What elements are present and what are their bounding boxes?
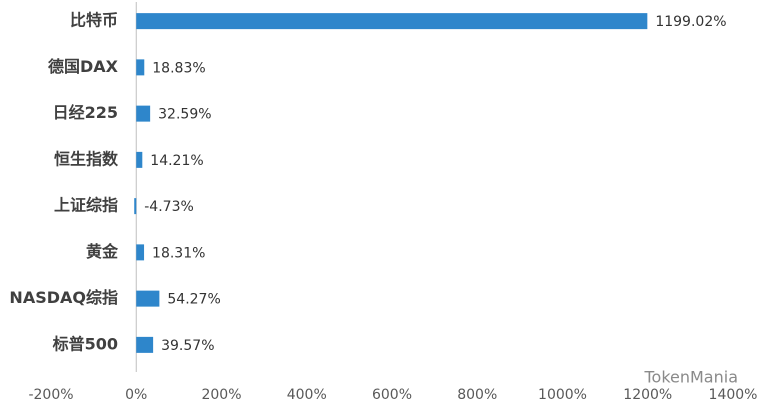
- bar: [136, 151, 143, 168]
- category-label: 日经225: [53, 103, 118, 122]
- x-tick-label: 1200%: [623, 387, 672, 403]
- x-tick-label: 0%: [125, 387, 147, 403]
- bar: [136, 105, 151, 122]
- bar: [136, 244, 145, 261]
- value-label: 54.27%: [167, 292, 220, 308]
- watermark: TokenMania: [643, 368, 738, 387]
- value-label: 39.57%: [161, 338, 214, 354]
- value-label: 18.31%: [152, 245, 205, 261]
- category-label: NASDAQ综指: [9, 288, 118, 307]
- category-label: 标普500: [52, 334, 118, 353]
- x-tick-label: 600%: [372, 387, 412, 403]
- category-label: 德国DAX: [48, 57, 119, 76]
- category-label: 恒生指数: [54, 149, 119, 168]
- value-label: -4.73%: [144, 199, 194, 215]
- bar: [134, 198, 137, 215]
- value-label: 1199.02%: [655, 14, 726, 30]
- category-label: 黄金: [86, 242, 119, 261]
- bar: [136, 13, 648, 30]
- x-tick-label: 1400%: [709, 387, 758, 403]
- value-label: 14.21%: [150, 153, 203, 169]
- value-label: 32.59%: [158, 107, 211, 123]
- x-tick-label: -200%: [28, 387, 73, 403]
- bar: [136, 59, 145, 76]
- bar: [136, 290, 160, 307]
- value-label: 18.83%: [152, 60, 205, 76]
- x-tick-label: 200%: [201, 387, 241, 403]
- x-tick-label: 800%: [457, 387, 497, 403]
- x-tick-label: 400%: [287, 387, 327, 403]
- category-label: 上证综指: [54, 196, 118, 215]
- x-tick-label: 1000%: [538, 387, 587, 403]
- bar: [136, 336, 154, 353]
- category-label: 比特币: [70, 11, 118, 30]
